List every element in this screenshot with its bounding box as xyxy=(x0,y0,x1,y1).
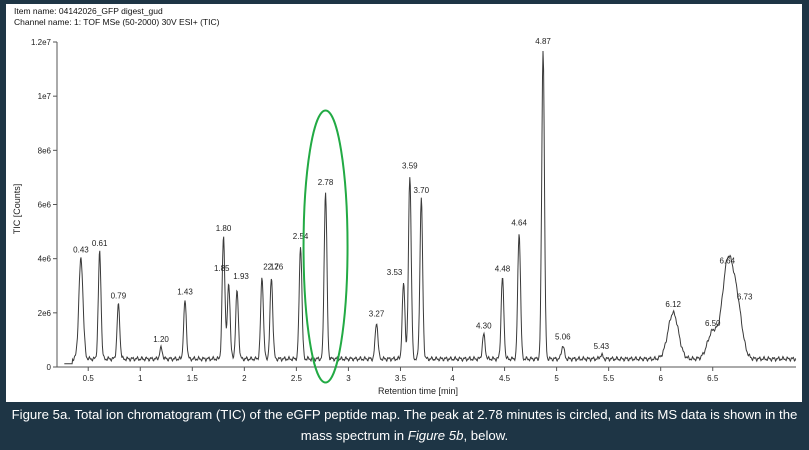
caption-figure-ref: Figure 5b xyxy=(407,428,464,443)
x-tick-label: 5.5 xyxy=(603,374,615,383)
y-tick-label: 0 xyxy=(47,363,52,372)
x-tick-label: 6 xyxy=(658,374,663,383)
peak-label-6-64: 6.64 xyxy=(720,257,736,266)
peak-label-4-64: 4.64 xyxy=(511,219,527,228)
caption-text-end: , below. xyxy=(463,428,509,443)
peak-label-2-78: 2.78 xyxy=(318,178,334,187)
x-tick-label: 3 xyxy=(346,374,351,383)
peak-label-4-30: 4.30 xyxy=(476,322,492,331)
x-tick-label: 2.5 xyxy=(291,374,303,383)
x-tick-label: 2 xyxy=(242,374,247,383)
peak-label-1-93: 1.93 xyxy=(233,272,249,281)
peak-label-2-54: 2.54 xyxy=(293,232,309,241)
peak-label-1-80: 1.80 xyxy=(216,224,232,233)
y-tick-label: 1.2e7 xyxy=(31,38,52,47)
peak-label-2-26: 2.26 xyxy=(268,263,284,272)
tic-chart: 0 2e6 4e6 6e6 8e6 1e7 1.2e7 0.5 1 1.5 2 2.5 3 3.5 4 4.5… xyxy=(12,37,797,396)
peak-labels: 0.430.61 0.79 1.20 1.43 1.80 1.851.93 2.172.26… xyxy=(73,37,753,351)
x-tick-label: 5 xyxy=(554,374,559,383)
figure-caption: Figure 5a. Total ion chromatogram (TIC) … xyxy=(0,404,809,446)
x-tick-label: 1 xyxy=(138,374,143,383)
peak-label-6-73: 6.73 xyxy=(737,293,753,302)
channel-name: Channel name: 1: TOF MSe (50-2000) 30V E… xyxy=(14,17,220,27)
y-tick-label: 2e6 xyxy=(38,309,52,318)
chromatogram-figure: Item name: 04142026_GFP digest_gud Chann… xyxy=(6,4,802,402)
highlight-circle xyxy=(302,109,349,384)
x-tick-label: 1.5 xyxy=(187,374,199,383)
peak-label-6-12: 6.12 xyxy=(665,300,681,309)
peak-label-0-61: 0.61 xyxy=(92,239,108,248)
peak-label-3-27: 3.27 xyxy=(369,309,385,318)
peak-label-3-70: 3.70 xyxy=(414,186,430,195)
x-tick-label: 3.5 xyxy=(395,374,407,383)
y-tick-label: 4e6 xyxy=(38,255,52,264)
peak-label-4-48: 4.48 xyxy=(495,265,511,274)
peak-label-1-43: 1.43 xyxy=(177,288,193,297)
x-axis-label: Retention time [min] xyxy=(378,386,458,396)
peak-label-2-17: 2.17 xyxy=(263,263,279,272)
x-tick-label: 4.5 xyxy=(499,374,511,383)
axes: 0 2e6 4e6 6e6 8e6 1e7 1.2e7 0.5 1 1.5 2 2.5 3 3.5 4 4.5… xyxy=(31,38,796,383)
peak-label-3-59: 3.59 xyxy=(402,162,418,171)
peak-label-0-43: 0.43 xyxy=(73,246,89,255)
y-tick-label: 8e6 xyxy=(38,146,52,155)
y-tick-label: 1e7 xyxy=(38,92,52,101)
peak-label-6-50: 6.50 xyxy=(705,319,721,328)
caption-text: Figure 5a. Total ion chromatogram (TIC) … xyxy=(11,407,798,443)
item-name: Item name: 04142026_GFP digest_gud xyxy=(14,6,163,16)
x-tick-label: 0.5 xyxy=(83,374,95,383)
peak-label-1-85: 1.85 xyxy=(214,264,230,273)
y-axis-label: TIC [Counts] xyxy=(12,184,22,235)
peak-label-0-79: 0.79 xyxy=(111,292,127,301)
peak-label-1-20: 1.20 xyxy=(153,335,169,344)
y-tick-label: 6e6 xyxy=(38,201,52,210)
tic-trace xyxy=(64,50,797,365)
peak-label-5-43: 5.43 xyxy=(594,342,610,351)
x-tick-label: 6.5 xyxy=(707,374,719,383)
peak-label-4-87: 4.87 xyxy=(535,37,551,46)
peak-label-3-53: 3.53 xyxy=(387,268,403,277)
x-tick-label: 4 xyxy=(450,374,455,383)
peak-label-5-06: 5.06 xyxy=(555,332,571,341)
